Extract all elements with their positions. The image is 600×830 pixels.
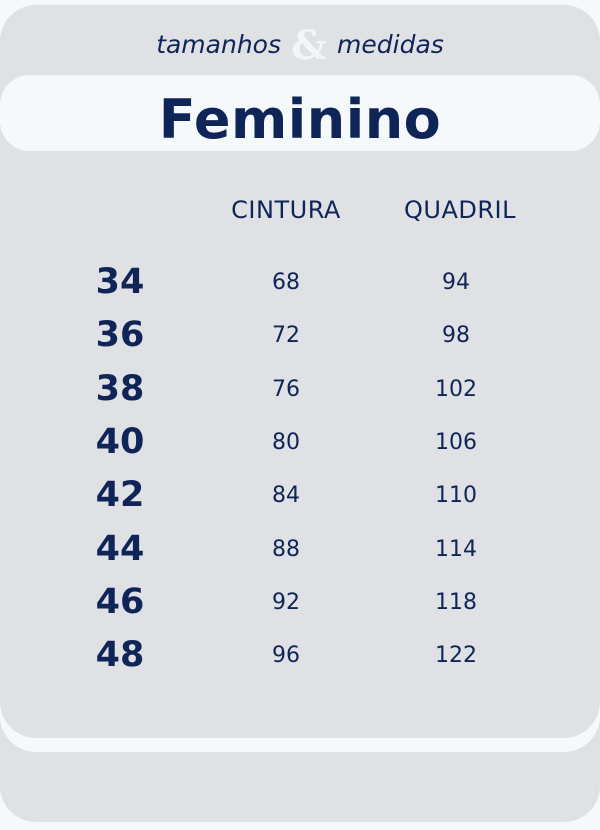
cintura-cell: 72 xyxy=(272,323,300,349)
title-band xyxy=(0,75,600,151)
ampersand: & xyxy=(290,22,328,69)
table-row: 38 76 102 xyxy=(0,369,600,409)
table-row: 34 68 94 xyxy=(0,262,600,302)
cintura-cell: 92 xyxy=(272,589,300,615)
size-cell: 42 xyxy=(95,475,145,516)
cintura-cell: 68 xyxy=(272,270,300,295)
subtitle-right: medidas xyxy=(337,30,444,59)
cintura-cell: 88 xyxy=(272,536,300,562)
quadril-cell: 106 xyxy=(435,429,477,455)
cintura-cell: 96 xyxy=(272,643,300,669)
column-header-quadril: QUADRIL xyxy=(404,196,516,224)
quadril-cell: 118 xyxy=(435,589,477,615)
table-row: 44 88 114 xyxy=(0,529,600,569)
size-cell: 44 xyxy=(95,528,145,569)
table-row: 48 96 122 xyxy=(0,635,600,675)
cintura-cell: 76 xyxy=(272,376,300,402)
table-row: 40 80 106 xyxy=(0,422,600,462)
subtitle: tamanhos & medidas xyxy=(0,22,600,69)
quadril-cell: 98 xyxy=(442,323,470,349)
table-row: 46 92 118 xyxy=(0,582,600,622)
table-row: 36 72 98 xyxy=(0,315,600,355)
size-cell: 38 xyxy=(95,368,145,409)
table-row: 42 84 110 xyxy=(0,475,600,515)
quadril-cell: 110 xyxy=(435,483,477,509)
quadril-cell: 94 xyxy=(442,270,470,295)
cintura-cell: 80 xyxy=(272,429,300,455)
quadril-cell: 114 xyxy=(435,536,477,562)
size-cell: 46 xyxy=(95,581,145,622)
size-cell: 48 xyxy=(95,635,145,676)
size-cell: 36 xyxy=(95,315,145,356)
size-cell: 40 xyxy=(95,421,145,462)
page-title: Feminino xyxy=(158,88,442,151)
quadril-cell: 102 xyxy=(435,376,477,402)
cintura-cell: 84 xyxy=(272,483,300,509)
column-header-cintura: CINTURA xyxy=(231,196,341,224)
subtitle-left: tamanhos xyxy=(156,30,281,59)
size-cell: 34 xyxy=(95,262,145,302)
size-table-card xyxy=(0,173,600,738)
quadril-cell: 122 xyxy=(435,643,477,669)
